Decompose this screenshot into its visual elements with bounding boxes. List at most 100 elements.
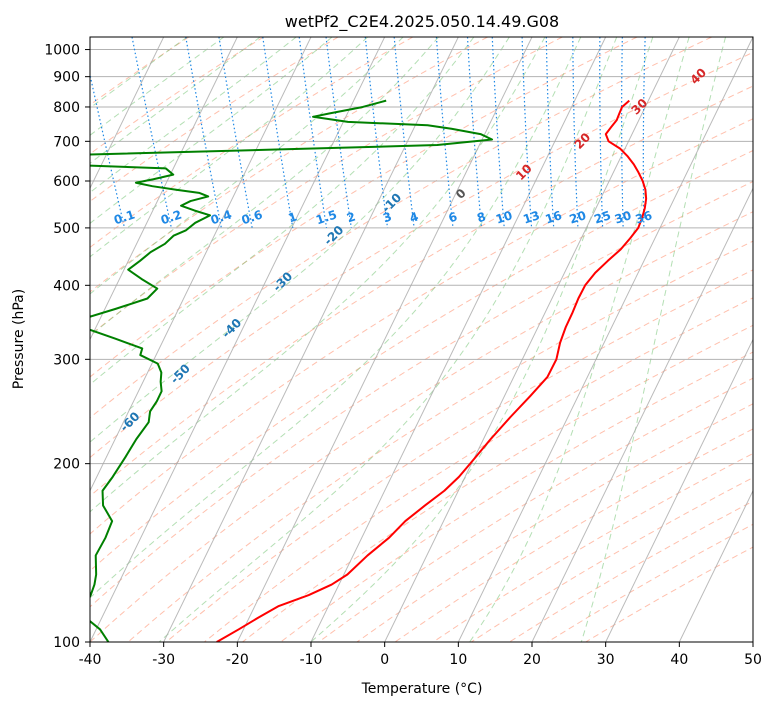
moist-adiabat <box>90 37 333 224</box>
mixing-ratio-label: 1 <box>286 209 298 225</box>
dry-adiabat <box>394 428 753 642</box>
mixing-ratio-label: 30 <box>613 208 633 226</box>
moist-adiabat <box>90 37 297 194</box>
y-tick-label: 100 <box>53 635 80 651</box>
dry-adiabat <box>242 324 753 642</box>
pressure-gridlines <box>90 49 753 642</box>
y-tick-label: 500 <box>53 221 80 237</box>
moist-adiabats <box>90 37 727 642</box>
dry-adiabat <box>90 37 190 106</box>
x-tick-label: 10 <box>449 652 467 668</box>
isotherm-label: -80 <box>16 503 41 528</box>
chart-title: wetPf2_C2E4.2025.050.14.49.G08 <box>285 12 559 32</box>
moist-adiabat <box>310 37 654 642</box>
isotherm-label: -60 <box>117 409 142 434</box>
mixing-ratio-line <box>393 37 415 228</box>
mixing-ratio-label: 25 <box>592 208 612 226</box>
mixing-ratio-line <box>491 37 505 228</box>
isotherm-line <box>90 37 238 341</box>
dry-adiabat <box>470 476 753 642</box>
y-tick-label: 600 <box>53 174 80 190</box>
mixing-ratio-line <box>435 37 454 228</box>
mixing-ratio-label: 10 <box>494 208 514 226</box>
mixing-ratio-line <box>572 37 579 228</box>
mixing-ratio-label: 0.2 <box>159 207 184 227</box>
y-axis-title: Pressure (hPa) <box>11 289 27 389</box>
mixing-ratio-line <box>298 37 328 228</box>
moist-adiabat <box>469 37 690 642</box>
mixing-ratio-line <box>545 37 555 228</box>
y-tick-label: 300 <box>53 352 80 368</box>
isotherm-label: 40 <box>687 65 709 87</box>
mixing-ratio-label: 6 <box>447 209 459 225</box>
moist-adiabat <box>580 37 727 642</box>
sounding-profiles <box>90 99 648 642</box>
y-tick-label: 400 <box>53 278 80 294</box>
y-tick-label: 900 <box>53 70 80 86</box>
x-tick-label: 20 <box>523 652 541 668</box>
dry-adiabats <box>90 37 753 642</box>
isotherm-label: -30 <box>270 269 295 294</box>
mixing-ratio-label: 4 <box>408 209 420 225</box>
dry-adiabat <box>90 37 563 336</box>
mixing-ratio-line <box>325 37 352 228</box>
dry-adiabat <box>90 118 753 535</box>
dry-adiabat <box>90 37 712 419</box>
dry-adiabat <box>90 37 339 203</box>
mixing-ratio-label: 0.1 <box>112 207 137 227</box>
mixing-ratio-label: 20 <box>568 208 588 226</box>
y-tick-label: 1000 <box>44 43 80 59</box>
x-axis: -40 -30 -20 -10 0 10 20 30 40 50 <box>79 642 762 668</box>
mixing-ratio-label: 8 <box>475 209 487 225</box>
x-tick-label: -20 <box>226 652 249 668</box>
moist-adiabat <box>90 37 188 109</box>
mixing-ratio-line <box>364 37 389 228</box>
mixing-ratio-label: 36 <box>634 208 654 226</box>
x-tick-label: 30 <box>597 652 615 668</box>
dry-adiabat <box>204 297 753 642</box>
dry-adiabat <box>127 240 753 642</box>
moist-adiabat <box>90 37 439 337</box>
plot-frame <box>89 36 754 643</box>
plot-area: -100-90-80-70-60-50-40-30-20-10010203040… <box>16 37 753 642</box>
dry-adiabat <box>90 37 488 293</box>
mixing-ratio-line <box>262 37 294 229</box>
y-tick-label: 700 <box>53 134 80 150</box>
isotherm-line <box>752 640 753 642</box>
isotherm-line <box>236 37 533 642</box>
isotherm-line <box>310 37 607 642</box>
mixing-ratio-label: 16 <box>543 208 563 226</box>
mixing-ratio-line <box>621 37 624 228</box>
isotherm-label: -20 <box>321 223 346 248</box>
mixing-ratio-label: 3 <box>381 209 393 225</box>
dry-adiabat <box>90 150 753 572</box>
dry-adiabat <box>90 37 264 155</box>
mixing-ratio-line <box>90 72 126 229</box>
y-axis: 100 200 300 400 500 600 700 800 900 1000 <box>44 43 90 651</box>
dry-adiabat <box>90 37 638 378</box>
dry-adiabat <box>90 37 414 248</box>
isotherm-line <box>678 489 753 642</box>
mixing-ratio-label: 2 <box>345 209 357 225</box>
dry-adiabat <box>90 85 753 497</box>
dry-adiabat <box>165 269 753 642</box>
x-tick-label: 40 <box>670 652 688 668</box>
mixing-ratio-label: 13 <box>521 208 541 226</box>
moist-adiabat <box>90 37 582 599</box>
y-tick-label: 800 <box>53 100 80 116</box>
x-tick-label: -40 <box>79 652 102 668</box>
dry-adiabat <box>356 403 753 642</box>
isotherm-label: -50 <box>168 361 193 386</box>
mixing-ratio-line <box>218 37 253 229</box>
x-tick-label: 0 <box>380 652 389 668</box>
mixing-ratio-label: 1.5 <box>314 207 339 227</box>
isotherms <box>90 37 753 642</box>
isotherm-line <box>90 37 386 642</box>
moist-adiabat <box>90 37 368 258</box>
isotherm-line <box>163 37 459 642</box>
moist-adiabat <box>90 37 261 164</box>
mixing-ratio-line <box>131 37 172 229</box>
isotherm-line <box>605 338 753 642</box>
dewpoint-profile <box>90 99 494 642</box>
